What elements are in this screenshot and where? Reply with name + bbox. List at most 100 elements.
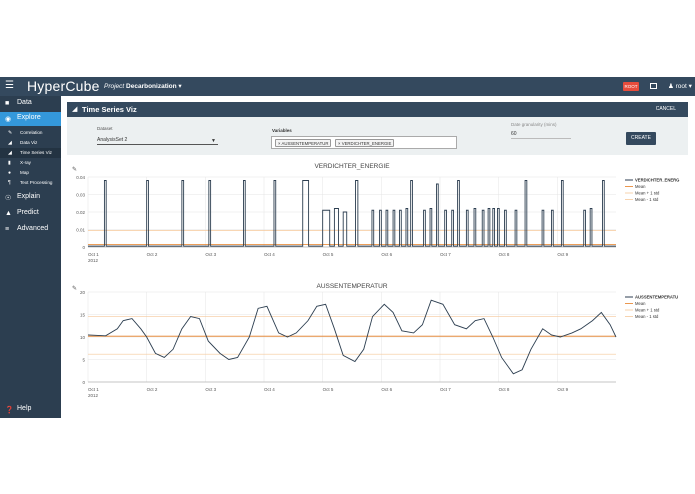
sidebar-item-explain[interactable]: ☉ Explain bbox=[0, 191, 61, 205]
variable-chip[interactable]: × AUSSENTEMPERATUR bbox=[275, 139, 332, 147]
paragraph-icon: ¶ bbox=[8, 180, 11, 186]
eye-icon: ◉ bbox=[5, 116, 12, 123]
legend-label: Mean - 1 std bbox=[635, 314, 659, 319]
x-tick-label: Oct 4 bbox=[264, 387, 275, 392]
granularity-input[interactable]: 60 bbox=[511, 131, 571, 139]
user-icon: ♟ bbox=[668, 83, 674, 90]
y-tick-label: 0.01 bbox=[76, 227, 85, 232]
caret-down-icon: ▼ bbox=[211, 138, 216, 144]
cancel-button[interactable]: CANCEL bbox=[655, 106, 676, 112]
sidebar-item-label: Help bbox=[17, 405, 32, 412]
line-chart-icon: ◢ bbox=[8, 150, 12, 156]
chart-title: AUSSENTEMPERATUR bbox=[316, 283, 387, 290]
x-tick-label: Oct 9 bbox=[557, 252, 568, 257]
sidebar-subitem-label: Text Processing bbox=[20, 180, 53, 185]
y-tick-label: 0.03 bbox=[76, 192, 85, 197]
legend-label: Mean + 1 std bbox=[635, 191, 660, 196]
form-panel: Dataset AnalysisSet 2 ▼ Variables × AUSS… bbox=[67, 117, 688, 155]
chart-title: VERDICHTER_ENERGIE bbox=[314, 163, 390, 170]
variables-label: Variables bbox=[272, 128, 292, 133]
sidebar-item-label: Predict bbox=[17, 209, 39, 216]
edit-chart-icon[interactable]: ✎ bbox=[72, 286, 78, 292]
panel-header: ◢ Time Series Viz CANCEL bbox=[67, 102, 688, 117]
legend-label: Mean bbox=[635, 301, 646, 306]
sidebar-subitem-text-processing[interactable]: ¶ Text Processing bbox=[0, 178, 61, 188]
dataset-value: AnalysisSet 2 bbox=[97, 137, 128, 143]
series-line bbox=[87, 299, 617, 375]
x-year-label: 2012 bbox=[88, 393, 99, 398]
root-badge: ROOT bbox=[623, 82, 639, 91]
flask-icon: ▲ bbox=[5, 210, 12, 217]
app-brand[interactable]: HyperCube bbox=[27, 78, 100, 94]
sidebar-item-predict[interactable]: ▲ Predict bbox=[0, 207, 61, 221]
main-content: ◢ Time Series Viz CANCEL Dataset Analysi… bbox=[61, 96, 695, 418]
x-tick-label: Oct 4 bbox=[264, 252, 275, 257]
x-tick-label: Oct 1 bbox=[88, 387, 99, 392]
sliders-icon: ≡ bbox=[5, 226, 10, 233]
legend-label: Mean bbox=[635, 184, 646, 189]
x-tick-label: Oct 3 bbox=[205, 387, 216, 392]
chevron-down-icon: ▾ bbox=[178, 83, 182, 90]
x-tick-label: Oct 9 bbox=[557, 387, 568, 392]
y-tick-label: 0 bbox=[82, 245, 85, 250]
sidebar-item-explore[interactable]: ◉ Explore bbox=[0, 112, 61, 126]
sidebar-subitem-map[interactable]: ● Map bbox=[0, 168, 61, 178]
create-button[interactable]: CREATE bbox=[626, 132, 656, 145]
project-label: Project bbox=[104, 83, 125, 90]
sidebar-subitem-label: Map bbox=[20, 170, 29, 175]
sidebar-item-label: Data bbox=[17, 99, 32, 106]
globe-icon: ● bbox=[8, 170, 12, 176]
sidebar-subitem-label: Correlation bbox=[20, 130, 43, 135]
variable-chip-label: AUSSENTEMPERATUR bbox=[281, 141, 329, 146]
sidebar-subitem-x-ray[interactable]: ▮ X-ray bbox=[0, 158, 61, 168]
y-tick-label: 15 bbox=[80, 312, 86, 317]
variable-chip[interactable]: × VERDICHTER_ENERGIE bbox=[335, 139, 395, 147]
x-tick-label: Oct 2 bbox=[147, 252, 158, 257]
x-tick-label: Oct 3 bbox=[205, 252, 216, 257]
x-tick-label: Oct 6 bbox=[381, 387, 392, 392]
series-line bbox=[88, 180, 616, 247]
sidebar-subitem-correlation[interactable]: ✎ Correlation bbox=[0, 128, 61, 138]
project-selector[interactable]: Project Decarbonization ▾ bbox=[104, 82, 182, 90]
sidebar-subitem-label: Data Viz bbox=[20, 140, 38, 145]
top-navbar: ☰ HyperCube Project Decarbonization ▾ RO… bbox=[0, 77, 695, 96]
sidebar-item-data[interactable]: ■ Data bbox=[0, 97, 61, 111]
page-title: Time Series Viz bbox=[82, 105, 137, 114]
user-menu[interactable]: ♟ root ▾ bbox=[668, 82, 692, 90]
user-name: root bbox=[675, 83, 687, 90]
legend-label: Mean - 1 std bbox=[635, 197, 659, 202]
x-tick-label: Oct 8 bbox=[499, 252, 510, 257]
x-tick-label: Oct 6 bbox=[381, 252, 392, 257]
legend-label: Mean + 1 std bbox=[635, 308, 660, 313]
bar-chart-icon: ▮ bbox=[8, 160, 11, 166]
hamburger-menu-icon[interactable]: ☰ bbox=[5, 80, 14, 91]
legend-label: VERDICHTER_ENERG bbox=[635, 178, 679, 183]
y-tick-label: 20 bbox=[80, 290, 86, 295]
x-tick-label: Oct 7 bbox=[440, 252, 451, 257]
variable-chip-label: VERDICHTER_ENERGIE bbox=[341, 141, 392, 146]
sidebar-subitem-label: Time Series Viz bbox=[20, 150, 52, 155]
sidebar-item-advanced[interactable]: ≡ Advanced bbox=[0, 223, 61, 237]
dataset-label: Dataset bbox=[97, 126, 113, 131]
correlation-icon: ✎ bbox=[8, 130, 13, 136]
x-tick-label: Oct 1 bbox=[88, 252, 99, 257]
sidebar-subitem-time-series-viz[interactable]: ◢ Time Series Viz bbox=[0, 148, 61, 158]
grid-icon[interactable] bbox=[650, 83, 657, 89]
edit-chart-icon[interactable]: ✎ bbox=[72, 167, 78, 173]
sidebar-item-help[interactable]: ❓ Help bbox=[0, 403, 61, 417]
y-tick-label: 0.02 bbox=[76, 210, 85, 215]
chart-verdichter-energie: VERDICHTER_ENERGIE 0 0.01 0.02 0.03 0.04 Oct 1… bbox=[76, 163, 679, 263]
granularity-label: Date granularity (mins) bbox=[511, 122, 557, 127]
x-year-label: 2012 bbox=[88, 258, 99, 263]
x-tick-label: Oct 7 bbox=[440, 387, 451, 392]
project-name: Decarbonization bbox=[126, 83, 177, 90]
x-tick-label: Oct 5 bbox=[323, 252, 334, 257]
y-tick-label: 0 bbox=[82, 380, 85, 385]
variables-input[interactable]: × AUSSENTEMPERATUR × VERDICHTER_ENERGIE bbox=[271, 136, 457, 149]
sidebar-subitem-data-viz[interactable]: ◢ Data Viz bbox=[0, 138, 61, 148]
dataset-select[interactable]: AnalysisSet 2 ▼ bbox=[97, 137, 218, 145]
sidebar-subitem-label: X-ray bbox=[20, 160, 31, 165]
x-tick-label: Oct 2 bbox=[147, 387, 158, 392]
database-icon: ■ bbox=[5, 100, 10, 107]
